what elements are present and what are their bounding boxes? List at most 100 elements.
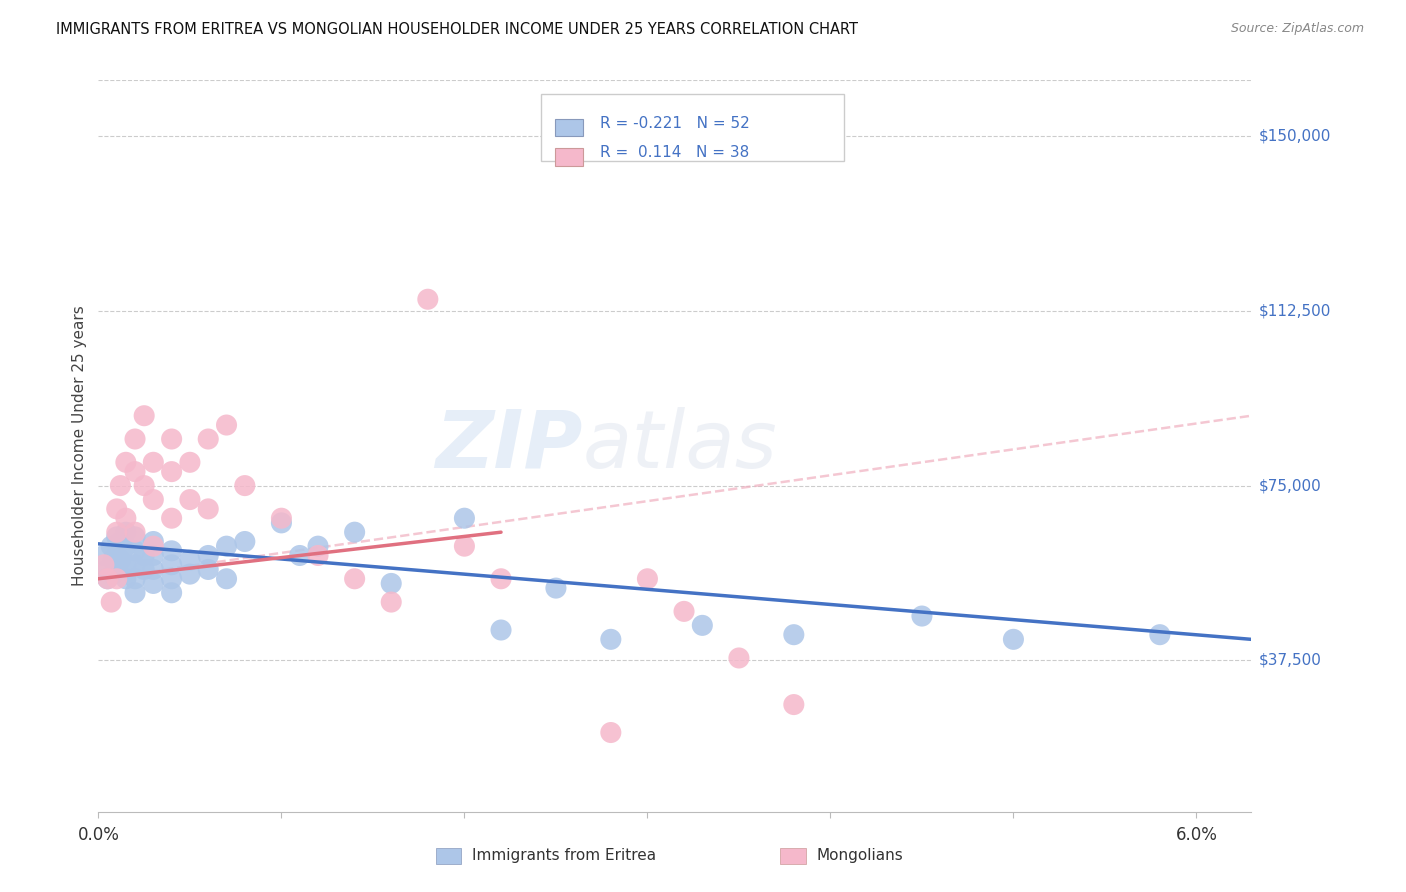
- Point: [115, 525, 138, 540]
- Point: [93, 549, 115, 563]
- Point: [160, 465, 183, 479]
- Point: [97, 562, 120, 576]
- Point: [489, 623, 512, 637]
- Point: [124, 544, 146, 558]
- Point: [115, 511, 138, 525]
- Point: [134, 549, 156, 563]
- Point: [124, 525, 146, 540]
- Point: [105, 572, 128, 586]
- Point: [453, 511, 475, 525]
- Point: [124, 465, 146, 479]
- Point: [783, 628, 806, 642]
- Point: [1149, 628, 1171, 642]
- Point: [197, 549, 219, 563]
- Text: atlas: atlas: [582, 407, 778, 485]
- Point: [160, 511, 183, 525]
- Point: [270, 516, 292, 530]
- Point: [124, 586, 146, 600]
- Text: R =  0.114   N = 38: R = 0.114 N = 38: [600, 145, 749, 160]
- Point: [124, 558, 146, 572]
- Point: [307, 539, 329, 553]
- Point: [115, 572, 138, 586]
- Point: [197, 562, 219, 576]
- Point: [343, 525, 366, 540]
- Point: [142, 539, 165, 553]
- Point: [233, 534, 256, 549]
- Point: [93, 558, 115, 572]
- Point: [105, 525, 128, 540]
- Point: [307, 549, 329, 563]
- Point: [215, 539, 238, 553]
- Point: [115, 539, 138, 553]
- Point: [124, 530, 146, 544]
- Point: [179, 492, 201, 507]
- Point: [134, 478, 156, 492]
- Text: IMMIGRANTS FROM ERITREA VS MONGOLIAN HOUSEHOLDER INCOME UNDER 25 YEARS CORRELATI: IMMIGRANTS FROM ERITREA VS MONGOLIAN HOU…: [56, 22, 858, 37]
- Point: [636, 572, 658, 586]
- Point: [1002, 632, 1025, 647]
- Point: [416, 292, 439, 306]
- Point: [599, 725, 621, 739]
- Point: [215, 572, 238, 586]
- Point: [110, 553, 132, 567]
- Point: [728, 651, 751, 665]
- Point: [142, 562, 165, 576]
- Text: Source: ZipAtlas.com: Source: ZipAtlas.com: [1230, 22, 1364, 36]
- Point: [105, 549, 128, 563]
- Point: [134, 409, 156, 423]
- Point: [197, 502, 219, 516]
- Point: [544, 581, 567, 595]
- Point: [599, 632, 621, 647]
- Point: [105, 530, 128, 544]
- Point: [179, 455, 201, 469]
- Point: [134, 562, 156, 576]
- Point: [489, 572, 512, 586]
- Point: [380, 595, 402, 609]
- Point: [911, 609, 934, 624]
- Point: [101, 553, 124, 567]
- Point: [343, 572, 366, 586]
- Point: [160, 572, 183, 586]
- Point: [692, 618, 714, 632]
- Point: [100, 595, 122, 609]
- Point: [233, 478, 256, 492]
- Point: [142, 576, 165, 591]
- Point: [115, 558, 138, 572]
- Point: [105, 502, 128, 516]
- Point: [101, 567, 124, 582]
- Point: [288, 549, 311, 563]
- Point: [783, 698, 806, 712]
- Point: [160, 558, 183, 572]
- Point: [160, 432, 183, 446]
- Point: [270, 511, 292, 525]
- Text: $75,000: $75,000: [1258, 478, 1322, 493]
- Point: [124, 432, 146, 446]
- Point: [142, 549, 165, 563]
- Point: [142, 455, 165, 469]
- Point: [142, 534, 165, 549]
- Point: [110, 478, 132, 492]
- Point: [160, 544, 183, 558]
- Y-axis label: Householder Income Under 25 years: Householder Income Under 25 years: [72, 306, 87, 586]
- Point: [179, 553, 201, 567]
- Point: [215, 417, 238, 432]
- Point: [197, 432, 219, 446]
- Point: [100, 539, 122, 553]
- Point: [160, 586, 183, 600]
- Text: ZIP: ZIP: [436, 407, 582, 485]
- Point: [453, 539, 475, 553]
- Point: [110, 534, 132, 549]
- Point: [105, 562, 128, 576]
- Text: $112,500: $112,500: [1258, 303, 1330, 318]
- Text: R = -0.221   N = 52: R = -0.221 N = 52: [600, 116, 751, 130]
- Point: [97, 572, 120, 586]
- Point: [380, 576, 402, 591]
- Text: $150,000: $150,000: [1258, 128, 1330, 144]
- Point: [97, 572, 120, 586]
- Point: [673, 604, 696, 618]
- Text: $37,500: $37,500: [1258, 653, 1322, 668]
- Text: Mongolians: Mongolians: [817, 848, 904, 863]
- Point: [124, 572, 146, 586]
- Text: Immigrants from Eritrea: Immigrants from Eritrea: [472, 848, 657, 863]
- Point: [179, 567, 201, 582]
